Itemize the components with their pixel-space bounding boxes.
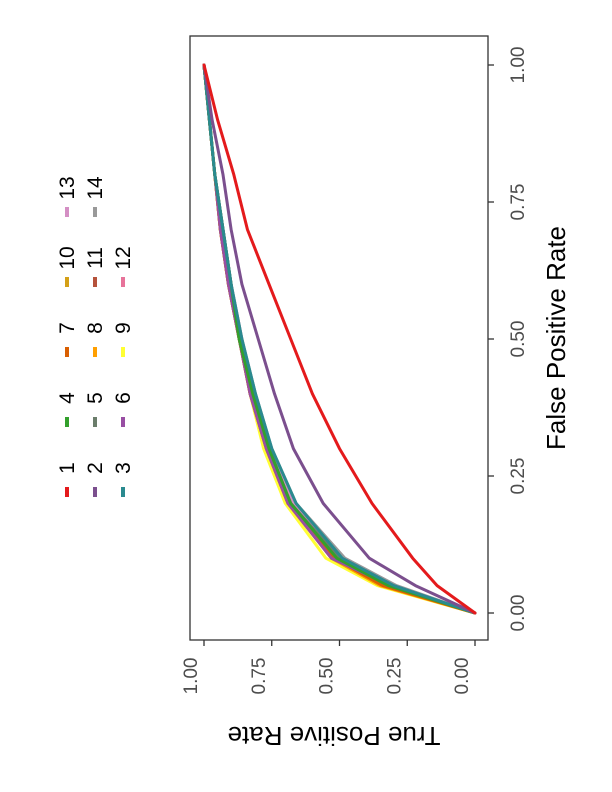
x-axis: 0.00 0.25 0.50 0.75 1.00 (488, 47, 529, 632)
x-tick-label: 0.00 (508, 595, 529, 632)
legend-label-5: 5 (84, 392, 107, 404)
legend-label-3: 3 (112, 462, 135, 474)
x-tick-label: 0.75 (508, 184, 529, 221)
series-line-1 (202, 63, 477, 615)
x-tick-label: 0.25 (508, 458, 529, 495)
legend-label-1: 1 (56, 462, 79, 474)
y-axis: 0.00 0.25 0.50 0.75 1.00 (181, 640, 476, 695)
legend-label-8: 8 (84, 322, 107, 334)
legend-label-12: 12 (112, 246, 135, 269)
legend-label-9: 9 (112, 322, 135, 334)
legend-label-14: 14 (84, 176, 107, 200)
legend-label-13: 13 (56, 176, 79, 199)
series-line-2 (202, 63, 477, 615)
x-axis-title: False Positive Rate (541, 226, 571, 450)
legend-label-11: 11 (84, 247, 107, 269)
x-tick-label: 0.50 (508, 321, 529, 358)
legend-label-10: 10 (56, 246, 79, 269)
y-tick-label: 0.75 (249, 658, 270, 695)
legend-label-7: 7 (56, 322, 79, 334)
series-layer (202, 63, 477, 615)
series-line-3 (202, 63, 477, 615)
y-tick-label: 0.50 (317, 658, 338, 695)
y-axis-title: True Positive Rate (228, 721, 441, 751)
legend-label-4: 4 (56, 392, 79, 404)
y-tick-label: 1.00 (181, 658, 202, 695)
y-tick-label: 0.00 (452, 658, 473, 695)
legend-label-2: 2 (84, 462, 107, 474)
x-tick-label: 1.00 (508, 47, 529, 84)
y-tick-label: 0.25 (384, 658, 405, 695)
legend-label-6: 6 (112, 392, 135, 404)
